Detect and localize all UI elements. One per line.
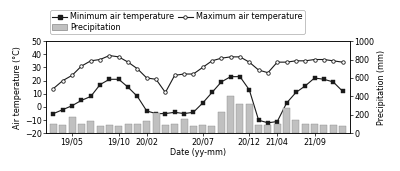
Bar — [59, 125, 66, 133]
Bar — [302, 124, 309, 133]
Bar — [227, 96, 234, 133]
Bar — [115, 126, 122, 133]
Bar — [134, 124, 141, 133]
Bar — [283, 108, 290, 133]
Bar — [255, 125, 262, 133]
Bar — [96, 126, 104, 133]
Bar — [171, 124, 178, 133]
Y-axis label: Precipitation (mm): Precipitation (mm) — [377, 50, 386, 125]
Bar — [162, 125, 169, 133]
Bar — [180, 119, 188, 133]
Bar — [218, 112, 225, 133]
Bar — [69, 117, 76, 133]
Bar — [50, 124, 57, 133]
Bar — [124, 124, 132, 133]
Bar — [292, 120, 300, 133]
Bar — [208, 126, 216, 133]
Bar — [199, 125, 206, 133]
Legend: Minimum air temperature, Precipitation, Maximum air temperature: Minimum air temperature, Precipitation, … — [50, 10, 305, 34]
X-axis label: Date (yy-mm): Date (yy-mm) — [170, 148, 226, 157]
Bar — [264, 125, 272, 133]
Bar — [274, 124, 281, 133]
Y-axis label: Air temperature (°C): Air temperature (°C) — [13, 46, 22, 129]
Bar — [152, 113, 160, 133]
Bar — [311, 124, 318, 133]
Bar — [78, 124, 85, 133]
Bar — [246, 104, 253, 133]
Bar — [339, 126, 346, 133]
Bar — [106, 125, 113, 133]
Bar — [190, 126, 197, 133]
Bar — [320, 125, 327, 133]
Bar — [236, 104, 244, 133]
Bar — [143, 121, 150, 133]
Bar — [330, 125, 337, 133]
Bar — [87, 121, 94, 133]
